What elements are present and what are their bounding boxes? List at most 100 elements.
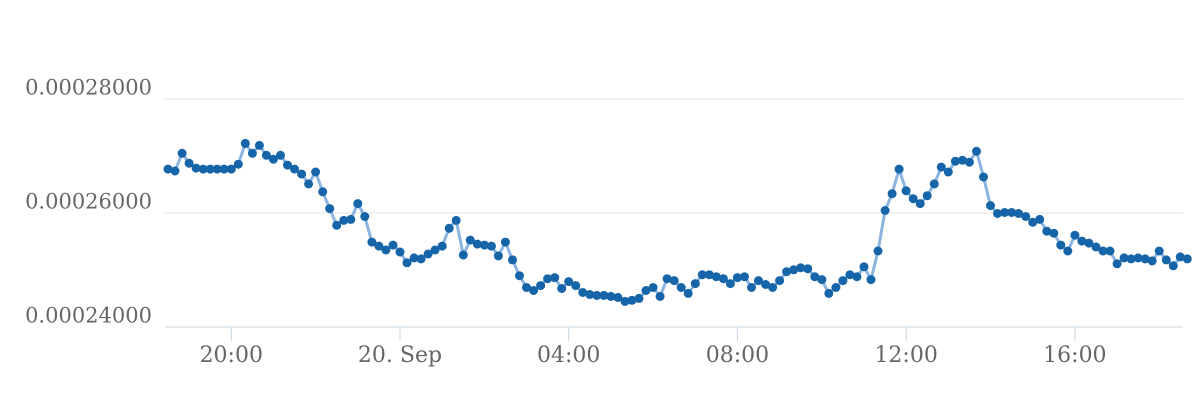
data-point[interactable]	[536, 281, 546, 291]
data-point[interactable]	[648, 283, 658, 292]
data-point[interactable]	[754, 276, 763, 286]
data-point[interactable]	[1028, 217, 1038, 227]
data-point[interactable]	[908, 194, 918, 204]
data-point[interactable]	[957, 155, 967, 165]
data-point[interactable]	[353, 199, 363, 209]
data-point[interactable]	[374, 241, 384, 251]
data-point[interactable]	[880, 206, 890, 215]
data-point[interactable]	[163, 164, 173, 174]
data-point[interactable]	[697, 270, 707, 280]
data-point[interactable]	[732, 273, 742, 283]
data-point[interactable]	[515, 271, 524, 281]
data-point[interactable]	[1056, 240, 1066, 250]
data-point[interactable]	[950, 156, 960, 166]
data-point[interactable]	[1091, 242, 1101, 252]
data-point[interactable]	[641, 286, 651, 295]
data-point[interactable]	[465, 235, 475, 245]
data-point[interactable]	[1147, 256, 1157, 266]
data-point[interactable]	[1063, 246, 1073, 256]
data-point[interactable]	[1000, 208, 1010, 217]
data-point[interactable]	[620, 296, 630, 306]
data-point[interactable]	[662, 274, 672, 284]
data-point[interactable]	[268, 154, 278, 164]
data-point[interactable]	[339, 215, 349, 225]
data-point[interactable]	[627, 295, 637, 305]
data-point[interactable]	[690, 279, 700, 289]
data-point[interactable]	[718, 274, 728, 284]
data-point[interactable]	[1098, 246, 1108, 256]
data-point[interactable]	[290, 164, 299, 174]
data-point[interactable]	[1021, 212, 1031, 221]
data-point[interactable]	[655, 291, 665, 301]
data-point[interactable]	[873, 246, 883, 256]
data-point[interactable]	[226, 164, 236, 174]
data-point[interactable]	[191, 163, 201, 173]
data-point[interactable]	[866, 275, 876, 285]
data-point[interactable]	[704, 270, 714, 280]
data-point[interactable]	[1112, 259, 1122, 269]
data-point[interactable]	[437, 241, 447, 251]
data-point[interactable]	[915, 199, 925, 209]
data-point[interactable]	[1084, 238, 1094, 248]
data-point[interactable]	[479, 240, 489, 250]
data-point[interactable]	[887, 189, 897, 199]
data-point[interactable]	[261, 150, 271, 160]
data-point[interactable]	[402, 258, 412, 268]
data-point[interactable]	[993, 209, 1002, 218]
data-point[interactable]	[1049, 228, 1059, 238]
data-point[interactable]	[500, 237, 510, 247]
data-point[interactable]	[522, 283, 531, 292]
data-point[interactable]	[360, 212, 370, 221]
data-point[interactable]	[803, 264, 813, 274]
data-point[interactable]	[859, 262, 869, 272]
data-point[interactable]	[219, 164, 229, 174]
data-point[interactable]	[1133, 253, 1143, 263]
data-point[interactable]	[683, 288, 693, 298]
data-point[interactable]	[817, 275, 827, 285]
data-point[interactable]	[972, 146, 981, 156]
data-point[interactable]	[768, 283, 778, 292]
data-point[interactable]	[986, 201, 995, 211]
data-point[interactable]	[170, 166, 180, 176]
data-point[interactable]	[395, 247, 405, 257]
data-point[interactable]	[283, 160, 292, 170]
data-point[interactable]	[1077, 236, 1087, 246]
data-point[interactable]	[1042, 226, 1052, 236]
data-point[interactable]	[325, 204, 335, 214]
data-point[interactable]	[1140, 254, 1150, 264]
data-point[interactable]	[782, 267, 792, 277]
data-point[interactable]	[831, 283, 841, 292]
data-point[interactable]	[381, 245, 391, 255]
data-point[interactable]	[1126, 254, 1136, 264]
data-point[interactable]	[613, 292, 623, 302]
data-point[interactable]	[838, 276, 848, 286]
data-point[interactable]	[592, 290, 602, 300]
data-point[interactable]	[789, 265, 799, 275]
data-point[interactable]	[761, 280, 771, 289]
data-point[interactable]	[177, 148, 187, 158]
data-point[interactable]	[936, 162, 946, 172]
data-point[interactable]	[1014, 209, 1024, 218]
data-point[interactable]	[304, 179, 314, 189]
data-point[interactable]	[423, 249, 433, 259]
data-point[interactable]	[964, 157, 974, 167]
data-point[interactable]	[367, 237, 377, 247]
data-point[interactable]	[606, 291, 616, 301]
data-point[interactable]	[1161, 255, 1171, 265]
data-point[interactable]	[711, 272, 721, 282]
data-point[interactable]	[824, 288, 834, 298]
data-point[interactable]	[1007, 208, 1017, 217]
data-point[interactable]	[894, 164, 904, 174]
data-point[interactable]	[585, 290, 595, 299]
data-point[interactable]	[1035, 214, 1045, 224]
data-point[interactable]	[557, 284, 567, 293]
data-point[interactable]	[254, 140, 264, 150]
data-point[interactable]	[725, 279, 735, 289]
data-point[interactable]	[810, 272, 820, 282]
data-point[interactable]	[388, 240, 398, 250]
data-point[interactable]	[311, 167, 321, 177]
data-point[interactable]	[472, 239, 482, 249]
data-point[interactable]	[571, 281, 581, 291]
data-point[interactable]	[740, 272, 749, 282]
data-point[interactable]	[1154, 246, 1164, 256]
